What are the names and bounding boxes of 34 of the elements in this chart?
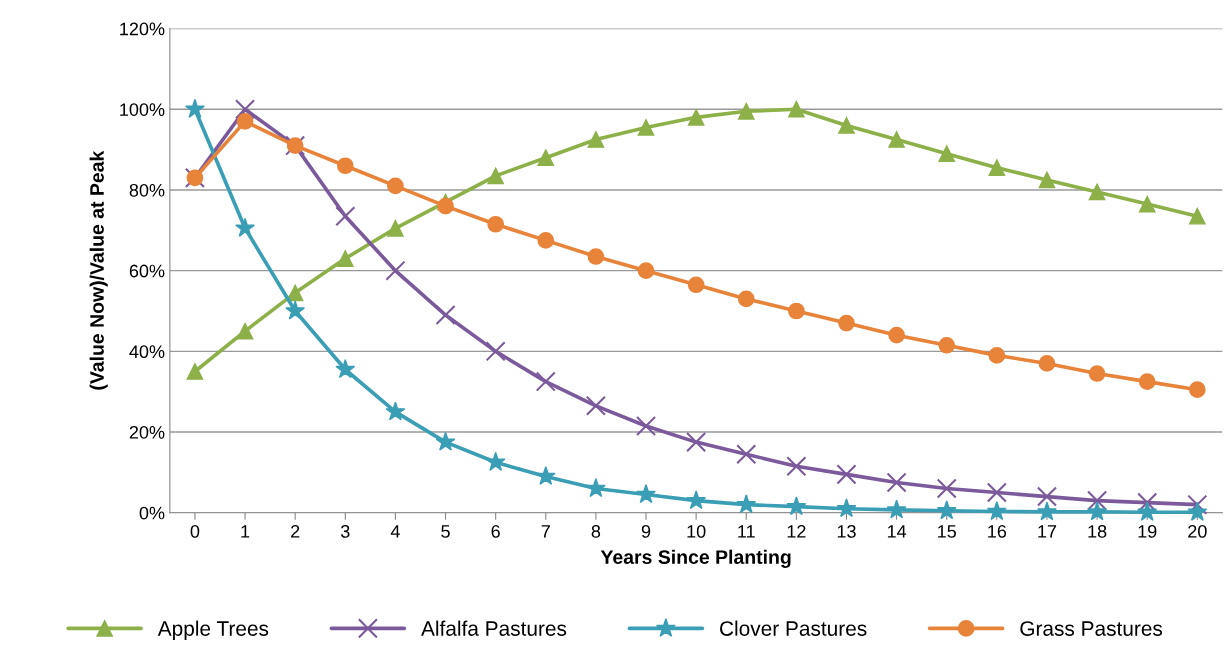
y-tick-label: 120%: [120, 22, 165, 36]
x-tick-label: 13: [837, 525, 856, 538]
legend-label: Grass Pastures: [1020, 621, 1163, 636]
x-tick-label: 20: [1188, 525, 1207, 538]
y-tick-label: 0%: [139, 506, 165, 520]
y-tick-label: 60%: [129, 264, 165, 278]
x-tick-label: 15: [938, 525, 957, 538]
x-tick-label: 19: [1138, 525, 1157, 538]
legend-label: Clover Pastures: [720, 620, 867, 636]
x-tick-label: 2: [291, 525, 300, 538]
x-tick-label: 16: [988, 525, 1007, 538]
x-tick-label: 18: [1088, 525, 1107, 538]
x-tick-label: 8: [591, 525, 601, 538]
y-tick-label: 20%: [129, 425, 165, 439]
x-tick-label: 14: [887, 525, 907, 538]
x-axis-title: Years Since Planting: [600, 549, 791, 568]
y-tick-label: 40%: [129, 345, 165, 359]
y-axis-title: (Value Now)/Value at Peak: [89, 150, 108, 390]
x-tick-label: 6: [491, 525, 500, 538]
x-tick-label: 3: [340, 525, 350, 538]
x-tick-label: 10: [687, 525, 706, 538]
legend-label: Alfalfa Pastures: [421, 620, 567, 636]
y-tick-label: 80%: [129, 183, 165, 197]
legend-label: Apple Trees: [157, 620, 269, 640]
x-tick-label: 0: [190, 525, 200, 538]
y-tick-label: 100%: [120, 103, 165, 116]
x-tick-label: 7: [541, 525, 550, 538]
x-tick-label: 11: [738, 525, 755, 538]
x-tick-label: 4: [390, 525, 400, 538]
x-tick-label: 1: [241, 525, 250, 538]
x-tick-label: 12: [787, 525, 806, 538]
x-tick-label: 17: [1038, 525, 1057, 538]
x-tick-label: 9: [641, 525, 651, 538]
x-tick-label: 5: [441, 525, 450, 538]
